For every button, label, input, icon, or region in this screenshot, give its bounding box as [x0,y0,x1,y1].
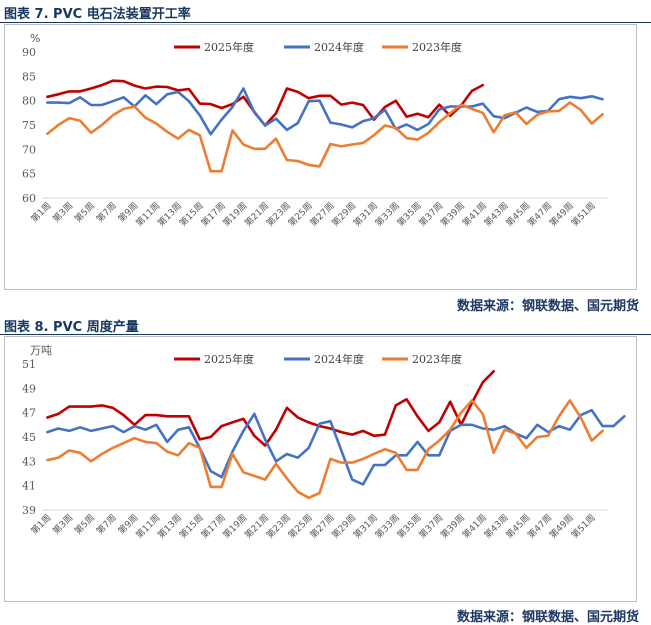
figure-2-frame [4,336,637,602]
figure-1-title: 图表 7. PVC 电石法装置开工率 [4,7,191,22]
y-tick-label: 39 [22,504,36,517]
x-tick-label: 第3周 [50,200,75,225]
x-tick-label: 第3周 [50,512,75,537]
y-tick-label: 45 [22,431,36,444]
series-line-2023年度 [46,399,604,500]
figure-1-source: 数据来源：钢联数据、国元期货 [456,299,639,314]
x-tick-label: 第51周 [568,200,597,229]
legend-label: 2023年度 [412,352,462,366]
figure-2-source: 数据来源：钢联数据、国元期货 [456,610,639,625]
series-line-2024年度 [46,408,626,486]
y-tick-label: 70 [22,143,36,156]
y-tick-label: 65 [22,168,36,181]
y-unit-label: 万吨 [30,344,52,357]
y-tick-label: 75 [22,119,36,132]
x-tick-label: 第7周 [94,200,119,225]
legend-label: 2025年度 [204,352,254,366]
y-tick-label: 90 [22,46,36,59]
figure-1-title-rule [0,22,651,23]
series-line-2023年度 [46,101,604,173]
legend-label: 2024年度 [314,40,364,54]
y-tick-label: 49 [22,382,36,395]
x-tick-label: 第5周 [72,512,97,537]
series-line-2025年度 [46,369,496,447]
legend-label: 2023年度 [412,40,462,54]
figure-2-title-rule [0,334,651,335]
y-tick-label: 51 [22,358,36,371]
series-line-2024年度 [46,87,604,136]
y-tick-label: 85 [22,70,36,83]
y-tick-label: 41 [22,480,36,493]
y-tick-label: 60 [22,192,36,205]
legend-label: 2024年度 [314,352,364,366]
x-tick-label: 第7周 [94,512,119,537]
y-unit-label: % [30,32,40,45]
utilization-line-chart: %60657075808590第1周第3周第5周第7周第9周第11周第13周第1… [22,32,608,229]
y-tick-label: 80 [22,95,36,108]
y-tick-label: 47 [22,407,36,420]
series-line-2025年度 [46,79,485,127]
figure-2-title: 图表 8. PVC 周度产量 [4,320,139,335]
weekly-output-line-chart: 万吨39414345474951第1周第3周第5周第7周第9周第11周第13周第… [22,344,626,541]
x-tick-label: 第5周 [72,200,97,225]
y-tick-label: 43 [22,455,36,468]
x-tick-label: 第51周 [568,512,597,541]
figure-1-frame [4,24,637,290]
legend-label: 2025年度 [204,40,254,54]
